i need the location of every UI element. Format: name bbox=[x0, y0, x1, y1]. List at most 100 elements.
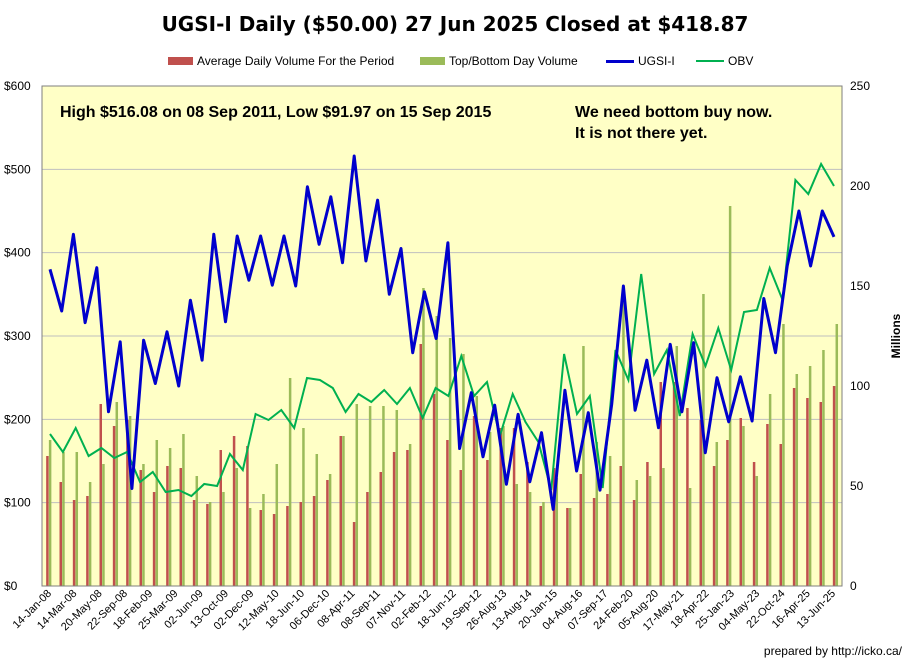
bar-topbottom-volume bbox=[408, 444, 412, 586]
bar-topbottom-volume bbox=[328, 474, 332, 586]
bar-average-volume bbox=[619, 466, 622, 586]
bar-topbottom-volume bbox=[395, 410, 399, 586]
bar-topbottom-volume bbox=[435, 316, 439, 586]
bar-average-volume bbox=[152, 492, 156, 586]
y-right-tick-label: 150 bbox=[850, 279, 870, 293]
y-right-tick-label: 0 bbox=[850, 579, 857, 593]
bar-average-volume bbox=[512, 428, 516, 586]
bar-topbottom-volume bbox=[822, 350, 825, 586]
bar-topbottom-volume bbox=[608, 456, 612, 586]
bar-average-volume bbox=[686, 408, 689, 586]
bar-average-volume bbox=[459, 470, 462, 586]
legend-item-ugsi: UGSI-I bbox=[606, 54, 675, 68]
bar-topbottom-volume bbox=[128, 416, 132, 586]
bar-topbottom-volume bbox=[382, 406, 385, 586]
bar-average-volume bbox=[366, 492, 369, 586]
bar-average-volume bbox=[472, 416, 476, 586]
bar-average-volume bbox=[632, 500, 636, 586]
bar-average-volume bbox=[419, 344, 422, 586]
bar-topbottom-volume bbox=[75, 452, 79, 586]
bar-average-volume bbox=[752, 462, 756, 586]
bar-average-volume bbox=[126, 420, 129, 586]
annotation-note: We need bottom buy now. It is not there … bbox=[575, 104, 777, 142]
bar-average-volume bbox=[646, 462, 649, 586]
legend-swatch-avg-volume bbox=[168, 57, 193, 65]
bar-topbottom-volume bbox=[728, 206, 732, 586]
bar-topbottom-volume bbox=[48, 440, 52, 586]
bar-topbottom-volume bbox=[515, 484, 519, 586]
plot-border bbox=[41, 85, 843, 587]
bar-average-volume bbox=[339, 436, 342, 586]
legend-item-topbottom-volume: Top/Bottom Day Volume bbox=[420, 54, 578, 68]
bar-average-volume bbox=[606, 494, 609, 586]
bar-topbottom-volume bbox=[648, 476, 652, 586]
bar-average-volume bbox=[352, 522, 356, 586]
bar-topbottom-volume bbox=[168, 448, 172, 586]
bar-average-volume bbox=[272, 514, 276, 586]
bar-average-volume bbox=[432, 394, 436, 586]
bar-average-volume bbox=[726, 440, 729, 586]
bar-average-volume bbox=[59, 482, 62, 586]
bar-topbottom-volume bbox=[502, 426, 505, 586]
bar-average-volume bbox=[486, 460, 489, 586]
bar-average-volume bbox=[526, 462, 529, 586]
bar-topbottom-volume bbox=[475, 396, 479, 586]
bar-average-volume bbox=[72, 500, 76, 586]
bar-topbottom-volume bbox=[555, 478, 559, 586]
bar-topbottom-volume bbox=[422, 288, 425, 586]
bar-topbottom-volume bbox=[622, 296, 625, 586]
bar-topbottom-volume bbox=[675, 346, 679, 586]
bar-average-volume bbox=[299, 502, 302, 586]
bar-average-volume bbox=[739, 418, 742, 586]
bar-average-volume bbox=[232, 436, 236, 586]
bar-topbottom-volume bbox=[222, 492, 225, 586]
annotation-note-line2: It is not there yet. bbox=[575, 125, 707, 142]
bar-topbottom-volume bbox=[542, 502, 545, 586]
bar-topbottom-volume bbox=[715, 442, 719, 586]
bar-topbottom-volume bbox=[808, 366, 812, 586]
bar-average-volume bbox=[446, 440, 449, 586]
bar-average-volume bbox=[99, 404, 102, 586]
y-right-tick-label: 100 bbox=[850, 379, 870, 393]
footer-credit: prepared by http://icko.ca/ bbox=[763, 644, 902, 658]
bar-average-volume bbox=[139, 470, 142, 586]
bar-topbottom-volume bbox=[355, 404, 359, 586]
bar-average-volume bbox=[766, 424, 769, 586]
bar-average-volume bbox=[86, 496, 89, 586]
bar-topbottom-volume bbox=[235, 468, 239, 586]
bar-topbottom-volume bbox=[62, 452, 65, 586]
bar-topbottom-volume bbox=[835, 324, 839, 586]
legend-label-obv: OBV bbox=[728, 54, 754, 68]
bar-average-volume bbox=[46, 456, 49, 586]
bar-topbottom-volume bbox=[528, 492, 532, 586]
annotation-high-low: High $516.08 on 08 Sep 2011, Low $91.97 … bbox=[60, 104, 491, 121]
bar-topbottom-volume bbox=[782, 324, 785, 586]
bar-topbottom-volume bbox=[288, 378, 292, 586]
bar-average-volume bbox=[326, 480, 329, 586]
legend: Average Daily Volume For the Period Top/… bbox=[0, 54, 910, 70]
annotation-note-line1: We need bottom buy now. bbox=[575, 104, 772, 121]
y-left-tick-label: $400 bbox=[4, 246, 31, 260]
bar-topbottom-volume bbox=[208, 502, 212, 586]
bar-average-volume bbox=[179, 468, 182, 586]
bar-average-volume bbox=[259, 510, 262, 586]
bar-topbottom-volume bbox=[595, 442, 599, 586]
bar-average-volume bbox=[499, 428, 502, 586]
bar-topbottom-volume bbox=[115, 402, 119, 586]
bar-average-volume bbox=[406, 450, 409, 586]
bar-average-volume bbox=[286, 506, 289, 586]
bar-average-volume bbox=[712, 466, 716, 586]
bar-average-volume bbox=[806, 398, 809, 586]
bar-average-volume bbox=[539, 506, 542, 586]
bar-topbottom-volume bbox=[582, 346, 585, 586]
bar-average-volume bbox=[392, 452, 396, 586]
bar-topbottom-volume bbox=[462, 354, 465, 586]
legend-item-avg-volume: Average Daily Volume For the Period bbox=[168, 54, 394, 68]
y-left-tick-label: $200 bbox=[4, 412, 31, 426]
bar-topbottom-volume bbox=[795, 374, 799, 586]
bar-topbottom-volume bbox=[155, 440, 159, 586]
bar-average-volume bbox=[592, 498, 596, 586]
y-left-tick-label: $100 bbox=[4, 496, 31, 510]
bar-topbottom-volume bbox=[102, 464, 105, 586]
bar-topbottom-volume bbox=[662, 468, 665, 586]
